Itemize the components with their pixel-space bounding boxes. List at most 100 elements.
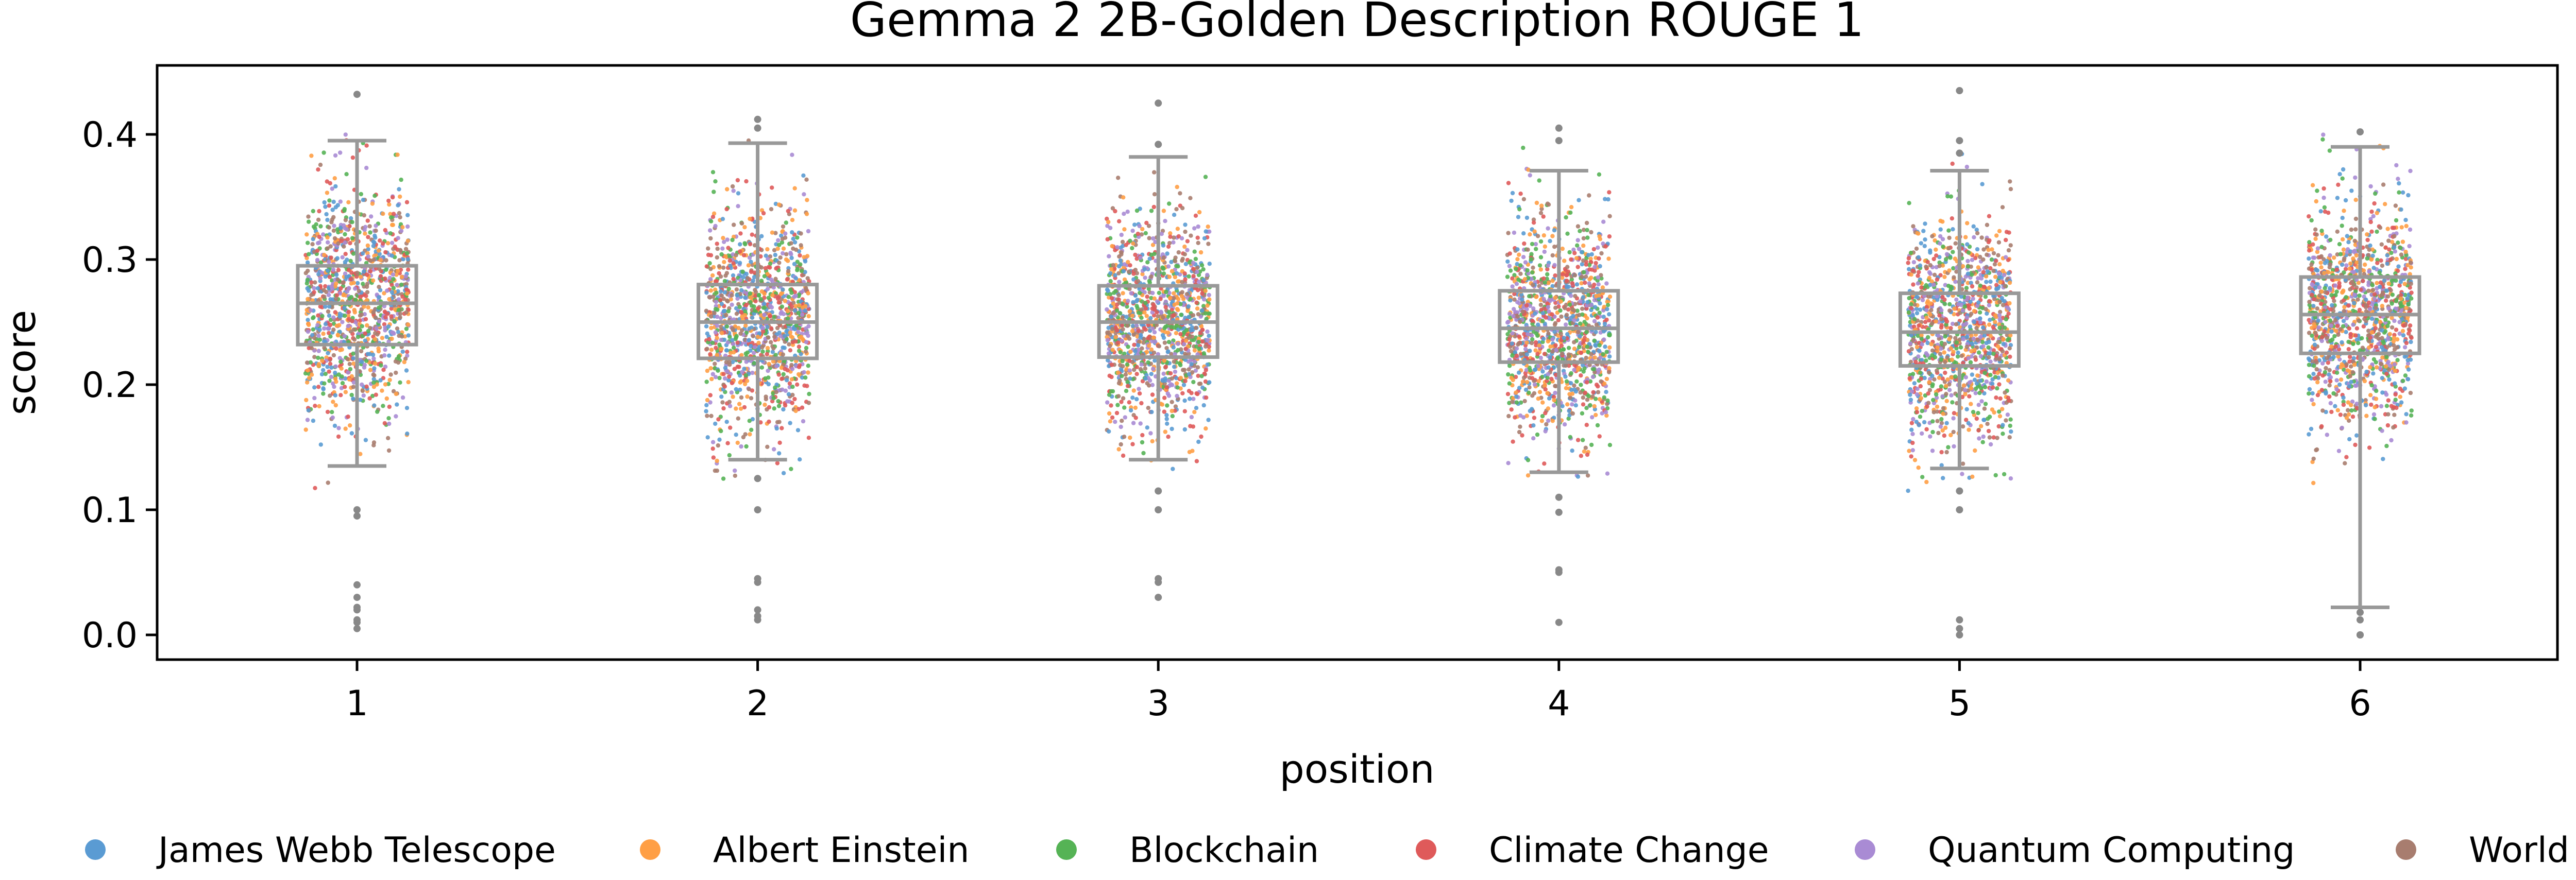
strip-point: [772, 334, 777, 339]
strip-point: [715, 458, 719, 463]
strip-point: [306, 329, 311, 334]
strip-point: [1581, 258, 1586, 263]
strip-point: [793, 408, 798, 413]
strip-point: [719, 337, 724, 342]
strip-point: [306, 240, 310, 245]
strip-point: [317, 209, 321, 214]
strip-point: [1560, 275, 1565, 280]
strip-point: [732, 346, 736, 350]
strip-point: [790, 401, 794, 405]
strip-point: [1979, 424, 1984, 428]
strip-point: [1574, 256, 1579, 261]
strip-point: [1552, 228, 1557, 233]
strip-point: [1597, 434, 1602, 439]
strip-point: [322, 295, 327, 299]
strip-point: [336, 268, 341, 272]
strip-point: [803, 259, 808, 264]
strip-point: [779, 291, 784, 296]
strip-point: [1145, 260, 1150, 265]
strip-point: [1552, 330, 1557, 334]
strip-point: [1125, 304, 1129, 309]
strip-point: [708, 236, 713, 241]
strip-point: [790, 230, 794, 235]
strip-point: [1122, 435, 1127, 439]
strip-point: [312, 385, 317, 390]
strip-point: [1116, 271, 1121, 275]
strip-point: [710, 440, 716, 444]
strip-point: [1570, 411, 1575, 416]
strip-point: [1123, 415, 1127, 420]
strip-point: [704, 409, 708, 413]
strip-point: [358, 398, 363, 402]
strip-point: [806, 314, 811, 319]
strip-point: [400, 294, 405, 299]
strip-point: [719, 293, 724, 298]
strip-point: [1590, 374, 1596, 379]
strip-point: [771, 359, 776, 364]
strip-point: [1597, 343, 1602, 348]
strip-point: [739, 353, 744, 357]
strip-point: [1144, 350, 1149, 354]
strip-point: [1596, 390, 1601, 394]
strip-point: [796, 310, 801, 315]
strip-point: [1187, 389, 1192, 393]
strip-point: [1572, 354, 1577, 358]
strip-point: [401, 257, 405, 262]
strip-point: [373, 315, 378, 320]
strip-point: [1108, 292, 1113, 297]
strip-point: [1106, 325, 1111, 330]
strip-point: [1128, 435, 1132, 440]
strip-point: [1538, 239, 1544, 244]
strip-point: [1150, 392, 1155, 397]
strip-point: [1166, 378, 1172, 383]
strip-point: [1588, 256, 1593, 261]
strip-point: [722, 384, 727, 389]
strip-point: [1136, 279, 1141, 284]
strip-point: [328, 361, 333, 366]
strip-point: [806, 401, 811, 405]
strip-point: [1140, 379, 1145, 384]
strip-point: [371, 443, 376, 447]
strip-point: [364, 143, 369, 148]
strip-point: [1585, 380, 1589, 385]
strip-point: [307, 322, 311, 327]
strip-point: [1200, 385, 1205, 390]
strip-point: [1140, 227, 1145, 232]
strip-point: [799, 231, 803, 236]
strip-point: [710, 215, 716, 219]
strip-point: [1138, 310, 1143, 315]
strip-point: [1128, 350, 1133, 354]
strip-point: [713, 330, 718, 335]
strip-point: [745, 394, 750, 399]
strip-point: [1567, 250, 1572, 255]
strip-point: [1586, 394, 1591, 399]
strip-point: [1107, 411, 1112, 416]
strip-point: [1131, 332, 1136, 337]
strip-point: [1204, 395, 1209, 400]
strip-point: [727, 335, 732, 339]
strip-point: [1605, 402, 1609, 406]
strip-point: [324, 355, 329, 360]
strip-point: [771, 396, 776, 401]
strip-point: [1533, 311, 1537, 316]
strip-point: [385, 241, 391, 246]
strip-point: [723, 376, 727, 381]
strip-point: [396, 297, 401, 302]
strip-point: [1508, 268, 1513, 273]
strip-point: [720, 331, 724, 335]
strip-point: [723, 273, 728, 278]
strip-point: [332, 236, 337, 241]
strip-point: [1186, 304, 1191, 309]
strip-point: [704, 379, 709, 384]
strip-point: [742, 405, 747, 410]
strip-point: [1569, 205, 1574, 210]
strip-point: [1133, 268, 1138, 272]
strip-point: [1532, 229, 1537, 234]
strip-point: [1130, 323, 1136, 329]
strip-point: [367, 224, 372, 229]
strip-point: [1607, 333, 1612, 337]
strip-point: [1161, 243, 1166, 248]
strip-point: [1592, 265, 1597, 269]
strip-point: [1515, 247, 1520, 252]
strip-point: [1584, 262, 1588, 267]
